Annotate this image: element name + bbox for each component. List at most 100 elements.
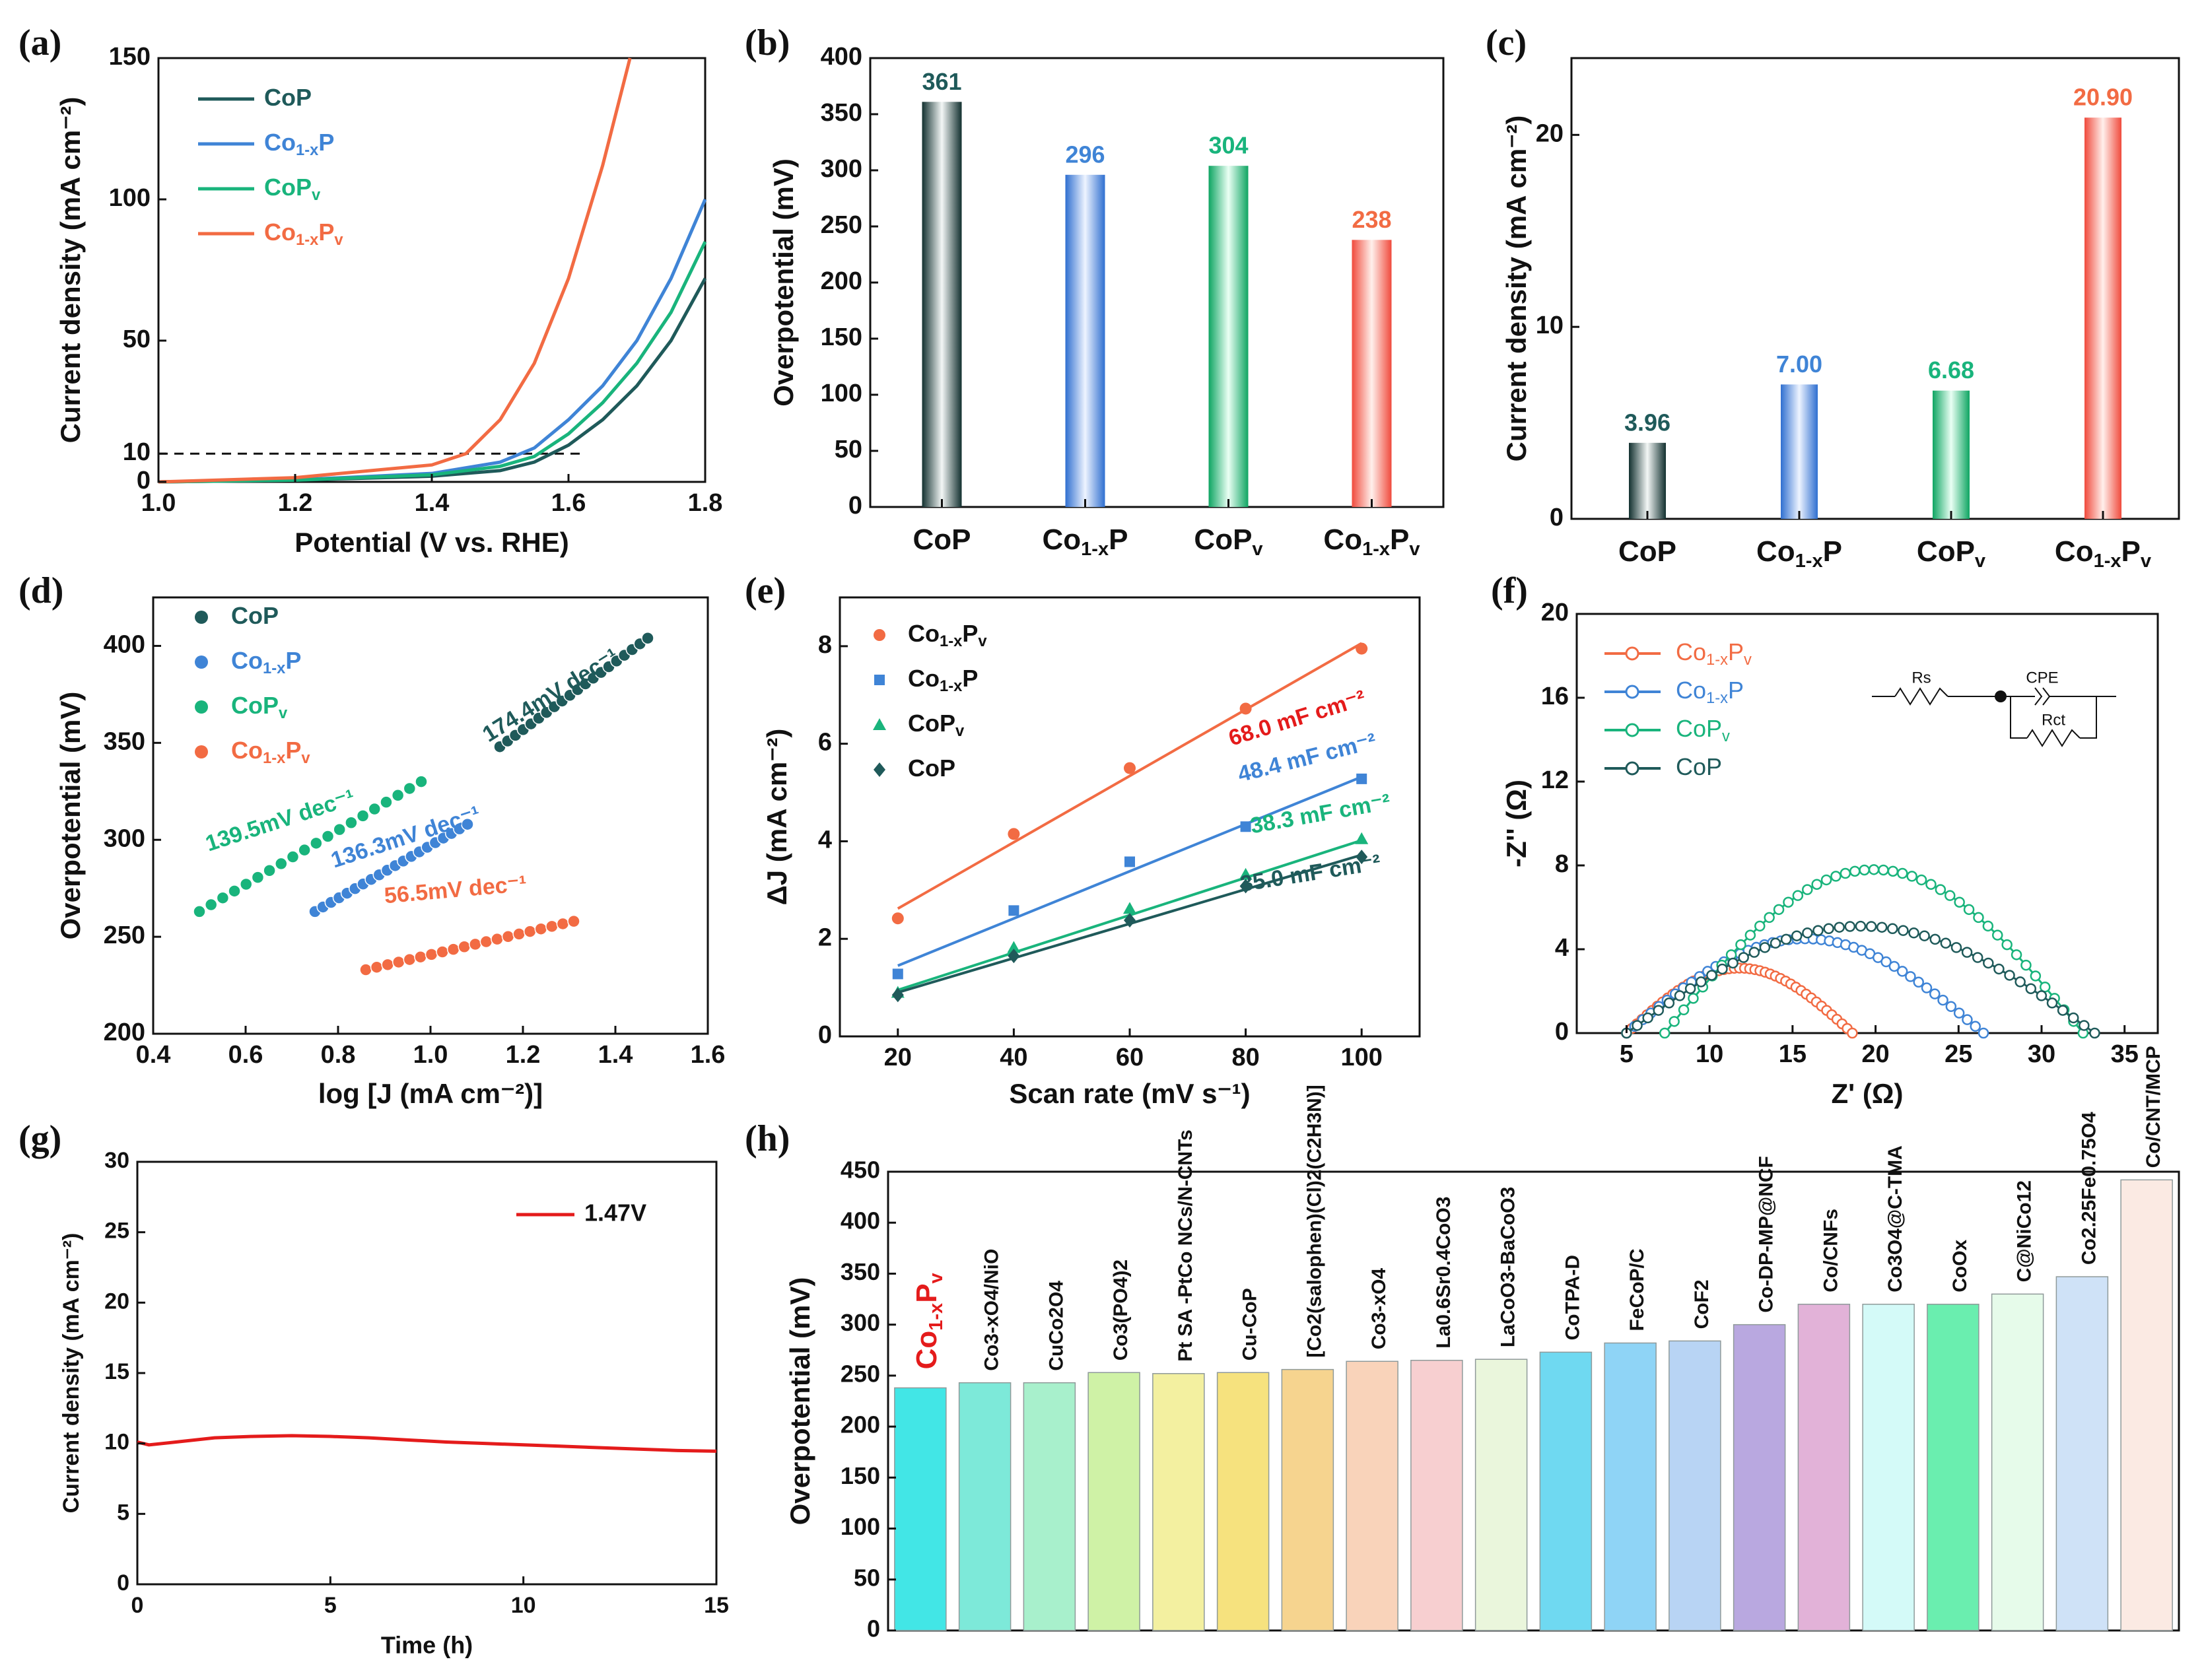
data-point-Co1-xPv	[523, 925, 537, 938]
x-tick-label: 15	[1779, 1040, 1807, 1068]
circuit-wire	[2080, 696, 2097, 739]
bar-category-label: Co3(PO4)2	[1110, 1260, 1132, 1361]
bar-CoPv	[1208, 166, 1249, 507]
bar-category-label: Co2.25Fe0.75O4	[2078, 1112, 2100, 1265]
x-tick-label: CoPv	[1194, 523, 1263, 560]
bar-3	[1087, 1372, 1140, 1631]
bar-category-label: CoTPA-D	[1562, 1255, 1583, 1340]
data-point-CoPv	[286, 850, 300, 863]
data-point-CoPv	[2040, 981, 2051, 993]
data-point-CoP	[1770, 937, 1781, 949]
data-point-CoPv	[1887, 865, 1899, 877]
x-tick-label: 0	[131, 1593, 144, 1618]
circuit-label: Rs	[1911, 669, 1931, 687]
bar-category-label: Co-DP-MP@NCF	[1756, 1156, 1777, 1313]
legend-marker	[195, 700, 208, 714]
bar-15	[1862, 1304, 1915, 1631]
x-axis-label: Potential (V vs. RHE)	[294, 527, 568, 558]
data-point-Co1-xPv	[403, 953, 417, 966]
y-tick-label: 400	[821, 43, 862, 71]
bar-value-label: 6.68	[1928, 356, 1974, 384]
panel-tag: (e)	[745, 570, 786, 611]
data-point-CoPv	[1792, 890, 1804, 901]
y-tick-label: 2	[818, 924, 832, 951]
data-point-CoPv	[1868, 864, 1880, 875]
legend-label: CoP	[264, 84, 312, 111]
data-point-CoPv	[356, 809, 370, 823]
data-point-CoPv	[1669, 1016, 1680, 1027]
data-point-CoPv	[2011, 949, 2022, 960]
data-point-CoPv	[1802, 884, 1813, 895]
y-axis-label: -Z'' (Ω)	[1501, 780, 1532, 867]
data-point-Co1-xP	[1913, 976, 1924, 988]
data-point-CoPv	[1915, 874, 1927, 886]
y-tick-label: 300	[104, 824, 145, 852]
x-tick-label: 100	[1340, 1044, 1382, 1071]
data-point-CoPv	[204, 898, 218, 912]
plot-frame	[887, 1170, 2180, 1632]
data-point-CoP	[1684, 983, 1696, 994]
data-point-CoPv	[1954, 896, 1965, 908]
x-tick-label: CoP	[913, 523, 971, 556]
bar-category-label: Co3O4@C-TMA	[1884, 1145, 1906, 1293]
data-point-CoP	[1887, 923, 1898, 935]
bar-11	[1604, 1342, 1657, 1631]
x-tick-label: 5	[1620, 1040, 1634, 1068]
data-point-CoPv	[1963, 904, 1975, 916]
y-axis-label: ΔJ (mA cm⁻²)	[761, 729, 792, 906]
data-point-CoP	[1876, 922, 1888, 933]
bar-value-label: 238	[1352, 206, 1391, 233]
series-line-Co1-xP	[158, 199, 707, 484]
legend-marker	[1625, 685, 1639, 699]
data-point-CoPv	[1840, 867, 1851, 879]
data-point-CoP	[1993, 963, 2005, 975]
panel-tag: (d)	[18, 570, 63, 611]
data-point-CoP	[2025, 983, 2037, 994]
bar-4	[1152, 1373, 1205, 1631]
data-point-CoPv	[1754, 920, 1766, 932]
bar-category-label: CoOx	[1949, 1239, 1971, 1292]
y-tick-label: 8	[818, 631, 832, 659]
bar-category-label: CoF2	[1691, 1279, 1713, 1329]
y-axis-label: Current density (mA cm⁻²)	[59, 1233, 84, 1514]
x-tick-label: 25	[1945, 1040, 1972, 1068]
data-point-CoP	[1632, 1020, 1643, 1031]
legend-label: Co1-xPv	[231, 737, 310, 768]
data-point-CoP	[1929, 933, 1941, 945]
bar-7	[1346, 1361, 1398, 1631]
x-tick-label: 20	[884, 1044, 912, 1071]
data-point-Co1-xPv	[469, 937, 482, 951]
data-point-CoP	[1865, 921, 1877, 932]
legend-label: CoPv	[1676, 715, 1730, 746]
bar-8	[1410, 1359, 1463, 1631]
data-point-CoPv	[380, 795, 393, 809]
legend-marker	[874, 629, 885, 641]
y-tick-label: 16	[1541, 683, 1569, 710]
data-point-CoP	[1791, 930, 1803, 941]
data-point-CoP	[1919, 930, 1930, 941]
y-tick-label: 350	[104, 727, 145, 755]
slope-label: 139.5mV dec⁻¹	[203, 785, 359, 857]
y-tick-label: 20	[104, 1289, 129, 1314]
x-tick-label: Co1-xP	[1756, 535, 1842, 572]
data-point-CoPv	[1783, 896, 1794, 908]
data-point-CoP	[1844, 921, 1856, 932]
y-tick-label: 150	[841, 1462, 880, 1489]
data-point-CoP	[1653, 1005, 1665, 1016]
y-tick-label: 8	[1555, 850, 1569, 878]
data-point-CoPv	[368, 802, 382, 816]
data-point-CoPv	[239, 877, 253, 891]
y-tick-label: 200	[821, 267, 862, 295]
data-point-CoP	[1727, 957, 1739, 969]
y-tick-label: 4	[1555, 934, 1569, 962]
data-point-CoP	[1239, 879, 1252, 894]
data-point-CoPv	[1897, 867, 1908, 879]
y-tick-label: 350	[821, 99, 862, 127]
y-tick-label: 300	[821, 155, 862, 183]
panel-e: (e)68.0 mF cm⁻²48.4 mF cm⁻²38.3 mF cm⁻²3…	[745, 570, 1421, 1109]
legend-label: Co1-xPv	[908, 620, 987, 651]
data-point-CoP	[1008, 949, 1020, 964]
bar-category-label: Cu-CoP	[1239, 1288, 1261, 1361]
legend-label: Co1-xP	[1676, 677, 1744, 708]
data-point-CoPv	[391, 789, 405, 802]
